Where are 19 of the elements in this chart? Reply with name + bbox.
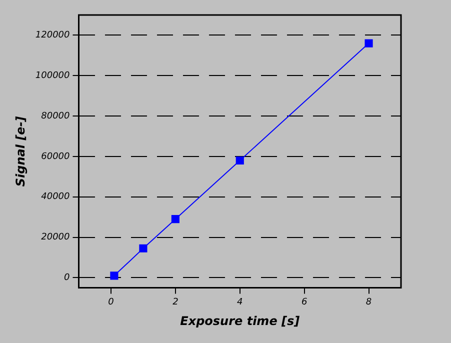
x-axis-title: Exposure time [s]	[180, 314, 300, 328]
y-tick-label: 100000	[35, 70, 70, 81]
y-tick-label: 20000	[41, 232, 70, 243]
x-tick-label: 0	[108, 298, 114, 308]
x-tick-label: 6	[301, 298, 308, 308]
point	[364, 39, 373, 48]
point	[236, 156, 244, 165]
y-tick-label: 120000	[35, 30, 70, 41]
y-axis-title: Signal [e-]	[13, 116, 28, 187]
x-tick-label: 4	[237, 298, 244, 308]
y-tick-label: 40000	[41, 192, 70, 202]
point	[139, 244, 148, 252]
point	[110, 272, 118, 280]
point	[171, 215, 180, 224]
x-tick-label: 8	[366, 298, 372, 308]
y-tick-label: 60000	[41, 152, 70, 162]
y-tick-label: 0	[64, 273, 70, 284]
y-tick-label: 80000	[41, 111, 70, 122]
x-tick-label: 2	[172, 298, 179, 308]
